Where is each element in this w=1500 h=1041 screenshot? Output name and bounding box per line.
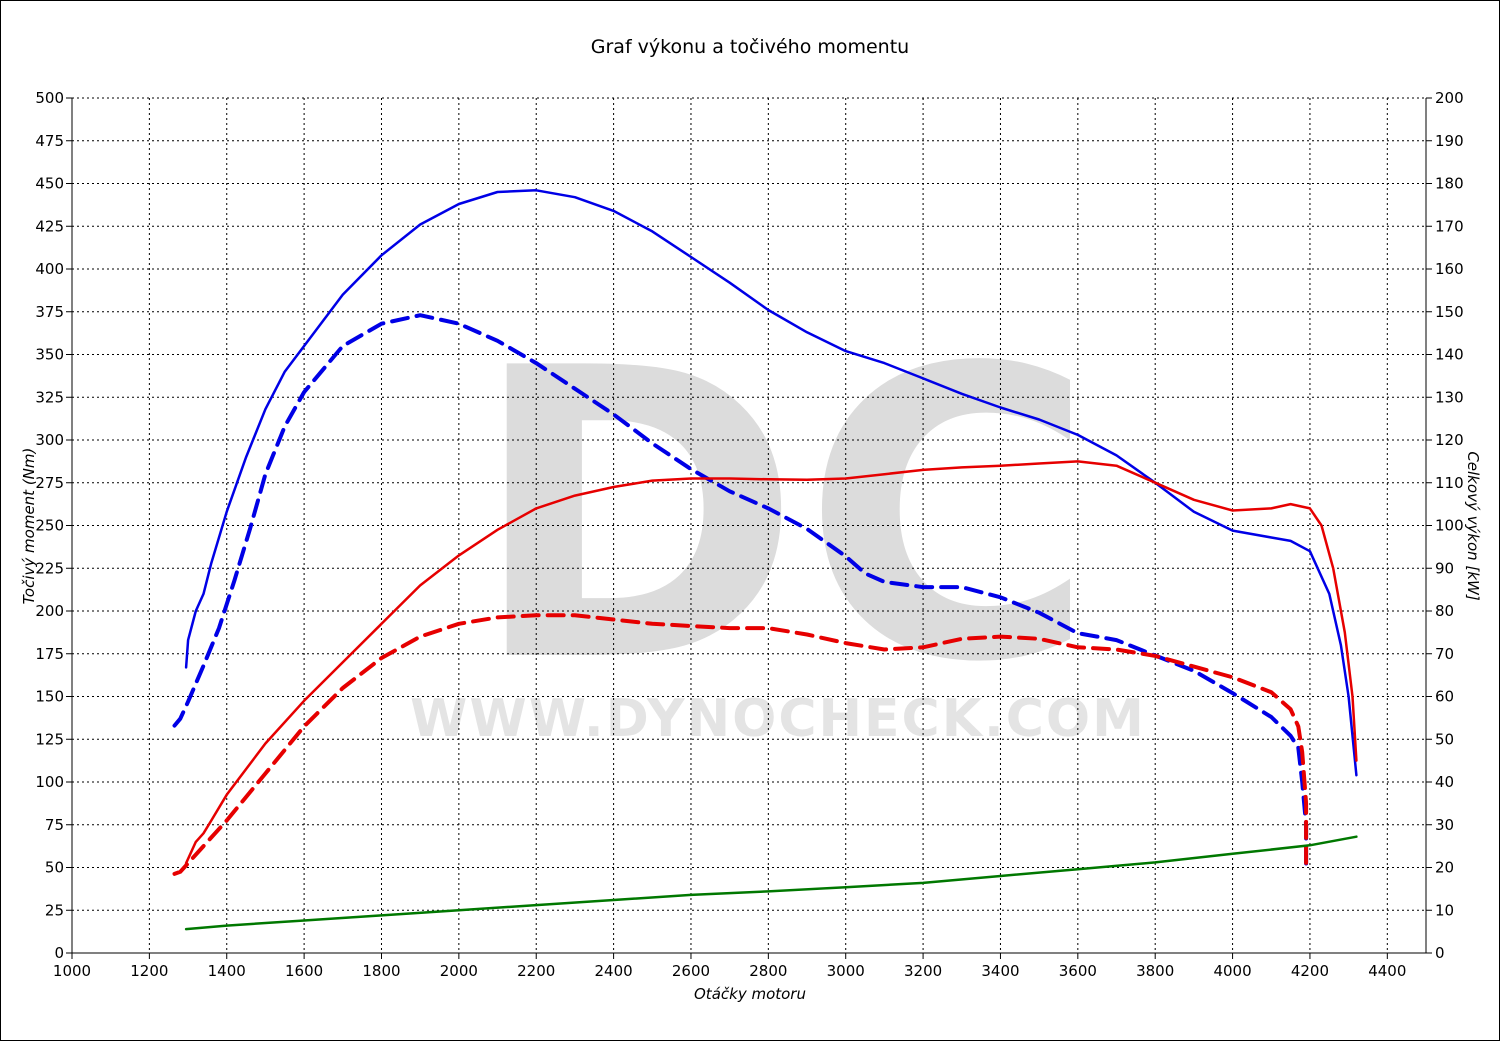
y-right-tick-label: 180: [1435, 175, 1464, 193]
y-left-tick-label: 325: [35, 388, 64, 406]
y-left-tick-label: 175: [35, 645, 64, 663]
y-right-tick-label: 80: [1435, 602, 1454, 620]
y-right-tick-label: 160: [1435, 260, 1464, 278]
y-left-tick-label: 375: [35, 303, 64, 321]
y-right-tick-label: 170: [1435, 217, 1464, 235]
watermark: DC WWW.DYNOCHECK.COM: [410, 285, 1146, 750]
y-right-tick-label: 60: [1435, 688, 1454, 706]
axes: [66, 97, 1432, 959]
y-right-tick-label: 30: [1435, 816, 1454, 834]
y-right-tick-label: 20: [1435, 859, 1454, 877]
x-tick-label: 4400: [1368, 962, 1406, 980]
y-right-tick-label: 130: [1435, 388, 1464, 406]
x-tick-label: 2800: [749, 962, 787, 980]
y-right-tick-label: 0: [1435, 944, 1445, 962]
y-left-tick-label: 425: [35, 217, 64, 235]
series-line-1: [172, 313, 1309, 870]
x-tick-label: 1800: [362, 962, 400, 980]
y-right-tick-label: 190: [1435, 132, 1464, 150]
grid: [72, 97, 1426, 953]
series-line-2: [184, 460, 1358, 865]
x-tick-label: 2600: [672, 962, 710, 980]
x-tick-label: 3800: [1136, 962, 1174, 980]
y-left-tick-label: 225: [35, 559, 64, 577]
y-right-tick-label: 40: [1435, 773, 1454, 791]
y-left-tick-label: 250: [35, 517, 64, 535]
series-line-4: [184, 835, 1358, 931]
x-tick-label: 3000: [827, 962, 865, 980]
y-left-tick-label: 350: [35, 346, 64, 364]
y-right-tick-label: 10: [1435, 901, 1454, 919]
y-right-tick-label: 100: [1435, 517, 1464, 535]
y-left-tick-label: 300: [35, 431, 64, 449]
y-left-tick-label: 450: [35, 175, 64, 193]
y-left-tick-label: 100: [35, 773, 64, 791]
tick-labels: 1000 1200 1400 1600 1800 2000 2200 2400 2600 2800…: [35, 89, 1463, 980]
watermark-text: WWW.DYNOCHECK.COM: [410, 689, 1146, 749]
y-left-tick-label: 475: [35, 132, 64, 150]
y-left-tick-label: 25: [45, 901, 64, 919]
y-left-tick-label: 0: [54, 944, 64, 962]
y-left-tick-label: 150: [35, 688, 64, 706]
y-left-tick-label: 400: [35, 260, 64, 278]
y-right-tick-label: 90: [1435, 559, 1454, 577]
x-tick-label: 2000: [440, 962, 478, 980]
y-left-tick-label: 275: [35, 474, 64, 492]
x-tick-label: 3200: [904, 962, 942, 980]
y-left-tick-label: 500: [35, 89, 64, 107]
watermark-logo: DC: [470, 285, 1096, 750]
y-left-tick-label: 75: [45, 816, 64, 834]
y-left-tick-label: 50: [45, 859, 64, 877]
y-axis-right-label: Celkový výkon [kW]: [1464, 451, 1482, 601]
series-line-0: [184, 189, 1358, 777]
x-tick-label: 4000: [1213, 962, 1251, 980]
y-right-tick-label: 110: [1435, 474, 1464, 492]
y-right-tick-label: 200: [1435, 89, 1464, 107]
y-left-tick-label: 200: [35, 602, 64, 620]
y-axis-left-label: Točivý moment (Nm): [20, 448, 38, 605]
y-right-tick-label: 50: [1435, 730, 1454, 748]
x-axis-label: Otáčky motoru: [694, 985, 806, 1003]
y-right-tick-label: 140: [1435, 346, 1464, 364]
x-tick-label: 2200: [517, 962, 555, 980]
y-left-tick-label: 125: [35, 730, 64, 748]
chart-title: Graf výkonu a točivého momentu: [591, 36, 909, 58]
y-right-tick-label: 120: [1435, 431, 1464, 449]
x-tick-label: 4200: [1291, 962, 1329, 980]
x-tick-label: 2400: [595, 962, 633, 980]
x-tick-label: 1000: [53, 962, 91, 980]
x-tick-label: 3400: [981, 962, 1019, 980]
y-right-tick-label: 150: [1435, 303, 1464, 321]
x-tick-label: 3600: [1059, 962, 1097, 980]
x-tick-label: 1400: [208, 962, 246, 980]
x-tick-label: 1600: [285, 962, 323, 980]
x-tick-label: 1200: [130, 962, 168, 980]
y-right-tick-label: 70: [1435, 645, 1454, 663]
series-group: [172, 189, 1358, 931]
